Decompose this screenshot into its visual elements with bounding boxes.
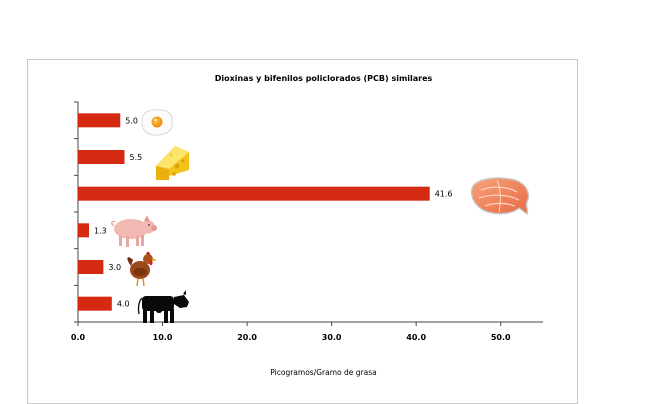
bars	[78, 113, 430, 311]
bar-pollo	[78, 260, 104, 274]
bar-huevo	[78, 113, 121, 128]
x-tick-label: 20.0	[237, 333, 257, 342]
x-axis-title: Picogramos/Gramo de grasa	[270, 368, 377, 377]
x-tick-label: 0.0	[71, 333, 86, 342]
data-label: 4.0	[117, 300, 130, 309]
data-label: 3.0	[108, 263, 121, 272]
bar-vaca	[78, 296, 112, 311]
pig-icon	[111, 215, 157, 247]
chart-title: Dioxinas y bifenilos policlorados (PCB) …	[214, 74, 433, 83]
chicken-icon	[127, 251, 157, 287]
axes: 0.0 10.0 20.0 30.0 40.0 50.0	[71, 101, 543, 342]
x-tick-label: 40.0	[406, 333, 426, 342]
x-tick-label: 10.0	[153, 333, 173, 342]
icons	[111, 109, 530, 323]
fried-egg-icon	[141, 109, 173, 136]
salmon-steak-icon	[470, 177, 530, 216]
data-label: 5.5	[130, 153, 143, 162]
bar-cerdo	[78, 223, 89, 238]
x-tick-label: 30.0	[322, 333, 342, 342]
data-label: 5.0	[125, 116, 138, 125]
data-label: 1.3	[94, 226, 107, 235]
data-label: 41.6	[435, 190, 453, 199]
cow-icon	[137, 290, 189, 323]
x-tick-label: 50.0	[491, 333, 511, 342]
data-labels: 5.0 5.5 41.6 1.3 3.0 4.0	[94, 116, 453, 308]
bar-salmón	[78, 186, 430, 201]
bar-queso	[78, 150, 125, 164]
cheese-icon	[156, 146, 189, 180]
